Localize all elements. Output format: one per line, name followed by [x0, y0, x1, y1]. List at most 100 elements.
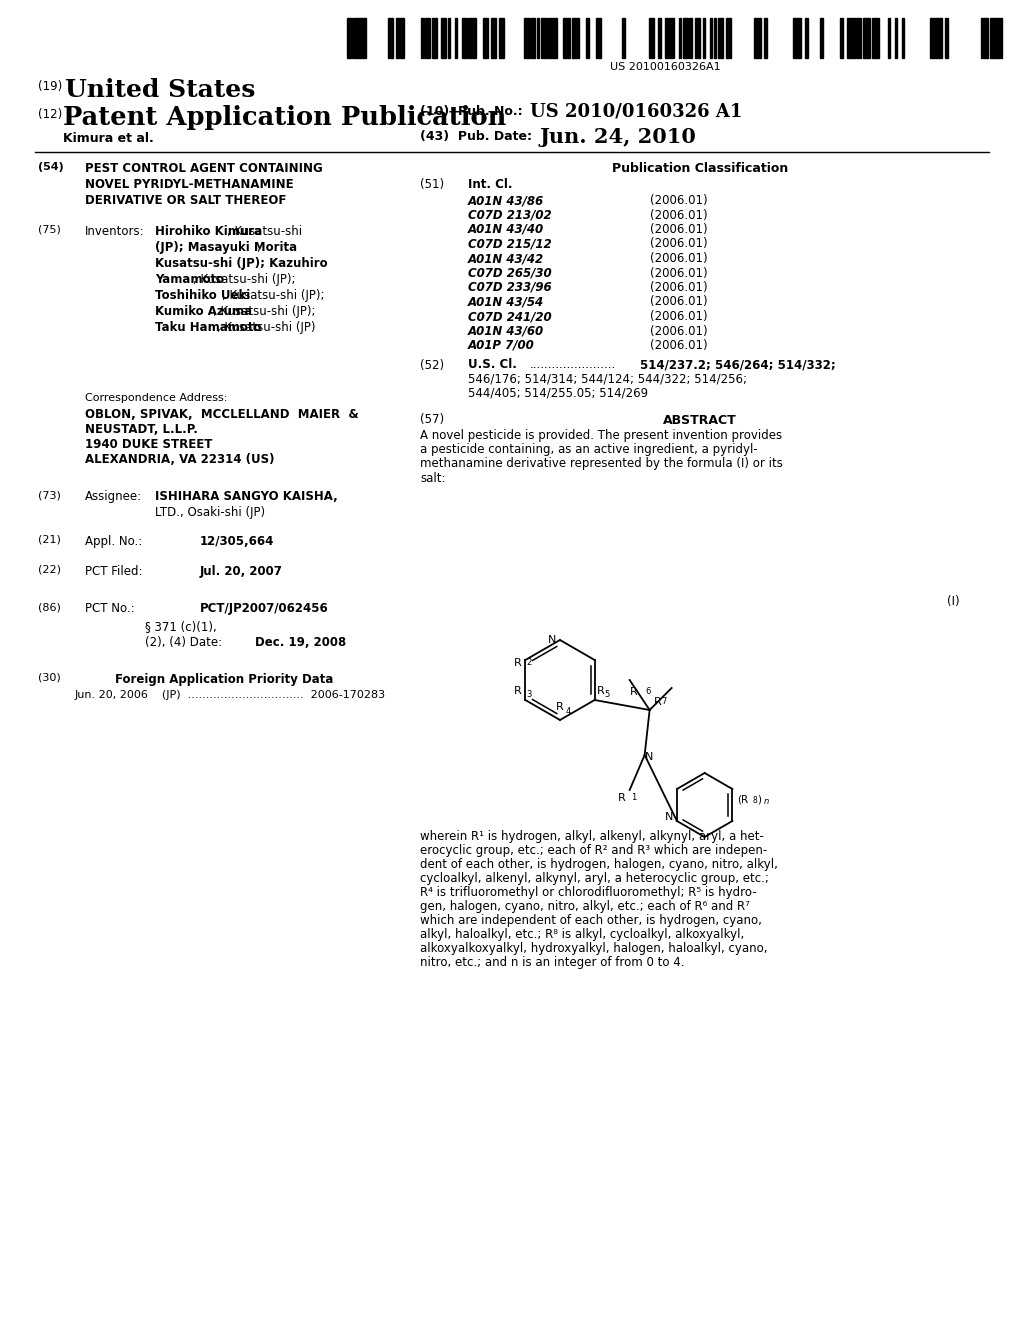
Text: C07D 215/12: C07D 215/12: [468, 238, 552, 251]
Bar: [562, 18, 570, 58]
Bar: [537, 18, 539, 58]
Bar: [930, 18, 942, 58]
Text: erocyclic group, etc.; each of R² and R³ which are indepen-: erocyclic group, etc.; each of R² and R³…: [420, 843, 767, 857]
Bar: [490, 18, 496, 58]
Text: (2006.01): (2006.01): [650, 209, 708, 222]
Text: , Kusatsu-shi (JP);: , Kusatsu-shi (JP);: [222, 289, 325, 302]
Text: Kumiko Azuma: Kumiko Azuma: [155, 305, 252, 318]
Bar: [658, 18, 660, 58]
Text: n: n: [763, 797, 769, 807]
Text: US 20100160326A1: US 20100160326A1: [609, 62, 720, 73]
Text: Kimura et al.: Kimura et al.: [63, 132, 154, 145]
Bar: [447, 18, 450, 58]
Text: .......................: .......................: [530, 359, 616, 371]
Text: alkoxyalkoxyalkyl, hydroxyalkyl, halogen, haloalkyl, cyano,: alkoxyalkoxyalkyl, hydroxyalkyl, halogen…: [420, 942, 768, 954]
Bar: [718, 18, 723, 58]
Text: (2006.01): (2006.01): [650, 223, 708, 236]
Text: (2006.01): (2006.01): [650, 238, 708, 251]
Bar: [530, 18, 535, 58]
Text: C07D 233/96: C07D 233/96: [468, 281, 552, 294]
Text: § 371 (c)(1),: § 371 (c)(1),: [145, 620, 217, 634]
Text: (43)  Pub. Date:: (43) Pub. Date:: [420, 129, 532, 143]
Text: PCT Filed:: PCT Filed:: [85, 565, 142, 578]
Bar: [725, 18, 730, 58]
Text: (2006.01): (2006.01): [650, 325, 708, 338]
Bar: [388, 18, 393, 58]
Text: wherein R¹ is hydrogen, alkyl, alkenyl, alkynyl, aryl, a het-: wherein R¹ is hydrogen, alkyl, alkenyl, …: [420, 830, 764, 843]
Text: which are independent of each other, is hydrogen, cyano,: which are independent of each other, is …: [420, 913, 762, 927]
Text: A novel pesticide is provided. The present invention provides: A novel pesticide is provided. The prese…: [420, 429, 782, 442]
Bar: [622, 18, 625, 58]
Text: Taku Hamamoto: Taku Hamamoto: [155, 321, 261, 334]
Bar: [847, 18, 854, 58]
Text: A01P 7/00: A01P 7/00: [468, 339, 535, 352]
Text: Jul. 20, 2007: Jul. 20, 2007: [200, 565, 283, 578]
Bar: [754, 18, 761, 58]
Bar: [945, 18, 947, 58]
Text: (21): (21): [38, 535, 60, 545]
Bar: [981, 18, 988, 58]
Text: 1940 DUKE STREET: 1940 DUKE STREET: [85, 438, 212, 451]
Text: PCT/JP2007/062456: PCT/JP2007/062456: [200, 602, 329, 615]
Text: (2006.01): (2006.01): [650, 281, 708, 294]
Text: (57): (57): [420, 413, 444, 426]
Text: 1: 1: [631, 793, 636, 803]
Bar: [462, 18, 467, 58]
Bar: [441, 18, 446, 58]
Text: PCT No.:: PCT No.:: [85, 602, 134, 615]
Text: ABSTRACT: ABSTRACT: [664, 413, 737, 426]
Text: 2: 2: [526, 657, 531, 667]
Text: gen, halogen, cyano, nitro, alkyl, etc.; each of R⁶ and R⁷: gen, halogen, cyano, nitro, alkyl, etc.;…: [420, 900, 750, 913]
Text: (JP); Masayuki Morita: (JP); Masayuki Morita: [155, 242, 297, 253]
Text: (86): (86): [38, 602, 60, 612]
Text: (2), (4) Date:: (2), (4) Date:: [145, 636, 222, 649]
Text: C07D 213/02: C07D 213/02: [468, 209, 552, 222]
Text: R: R: [617, 793, 626, 803]
Text: 4: 4: [566, 708, 571, 715]
Text: (2006.01): (2006.01): [650, 252, 708, 265]
Text: R: R: [653, 697, 662, 708]
Bar: [820, 18, 822, 58]
Text: (52): (52): [420, 359, 444, 371]
Bar: [571, 18, 579, 58]
Text: ): ): [758, 795, 762, 804]
Bar: [679, 18, 681, 58]
Text: 546/176; 514/314; 544/124; 544/322; 514/256;: 546/176; 514/314; 544/124; 544/322; 514/…: [468, 372, 746, 385]
Text: R: R: [514, 686, 521, 696]
Text: Int. Cl.: Int. Cl.: [468, 178, 512, 191]
Text: Yamamoto: Yamamoto: [155, 273, 224, 286]
Text: 544/405; 514/255.05; 514/269: 544/405; 514/255.05; 514/269: [468, 387, 648, 400]
Bar: [346, 18, 351, 58]
Text: Publication Classification: Publication Classification: [612, 162, 788, 176]
Text: A01N 43/54: A01N 43/54: [468, 296, 544, 309]
Text: R: R: [630, 686, 638, 697]
Text: Foreign Application Priority Data: Foreign Application Priority Data: [115, 673, 334, 686]
Text: A01N 43/60: A01N 43/60: [468, 325, 544, 338]
Text: N: N: [548, 635, 556, 645]
Text: (10)  Pub. No.:: (10) Pub. No.:: [420, 106, 522, 117]
Bar: [396, 18, 403, 58]
Text: 8: 8: [753, 796, 757, 805]
Text: 514/237.2; 546/264; 514/332;: 514/237.2; 546/264; 514/332;: [640, 359, 836, 371]
Text: Dec. 19, 2008: Dec. 19, 2008: [255, 636, 346, 649]
Bar: [648, 18, 653, 58]
Bar: [694, 18, 699, 58]
Bar: [862, 18, 870, 58]
Text: PEST CONTROL AGENT CONTAINING: PEST CONTROL AGENT CONTAINING: [85, 162, 323, 176]
Text: OBLON, SPIVAK,  MCCLELLAND  MAIER  &: OBLON, SPIVAK, MCCLELLAND MAIER &: [85, 408, 358, 421]
Text: salt:: salt:: [420, 471, 445, 484]
Bar: [689, 18, 691, 58]
Bar: [901, 18, 904, 58]
Text: U.S. Cl.: U.S. Cl.: [468, 359, 517, 371]
Text: N: N: [665, 812, 673, 822]
Bar: [888, 18, 890, 58]
Text: Hirohiko Kimura: Hirohiko Kimura: [155, 224, 262, 238]
Text: NEUSTADT, L.L.P.: NEUSTADT, L.L.P.: [85, 422, 198, 436]
Bar: [871, 18, 879, 58]
Text: 7: 7: [662, 697, 667, 706]
Text: a pesticide containing, as an active ingredient, a pyridyl-: a pesticide containing, as an active ing…: [420, 444, 758, 457]
Bar: [793, 18, 801, 58]
Bar: [596, 18, 600, 58]
Bar: [586, 18, 589, 58]
Bar: [989, 18, 1002, 58]
